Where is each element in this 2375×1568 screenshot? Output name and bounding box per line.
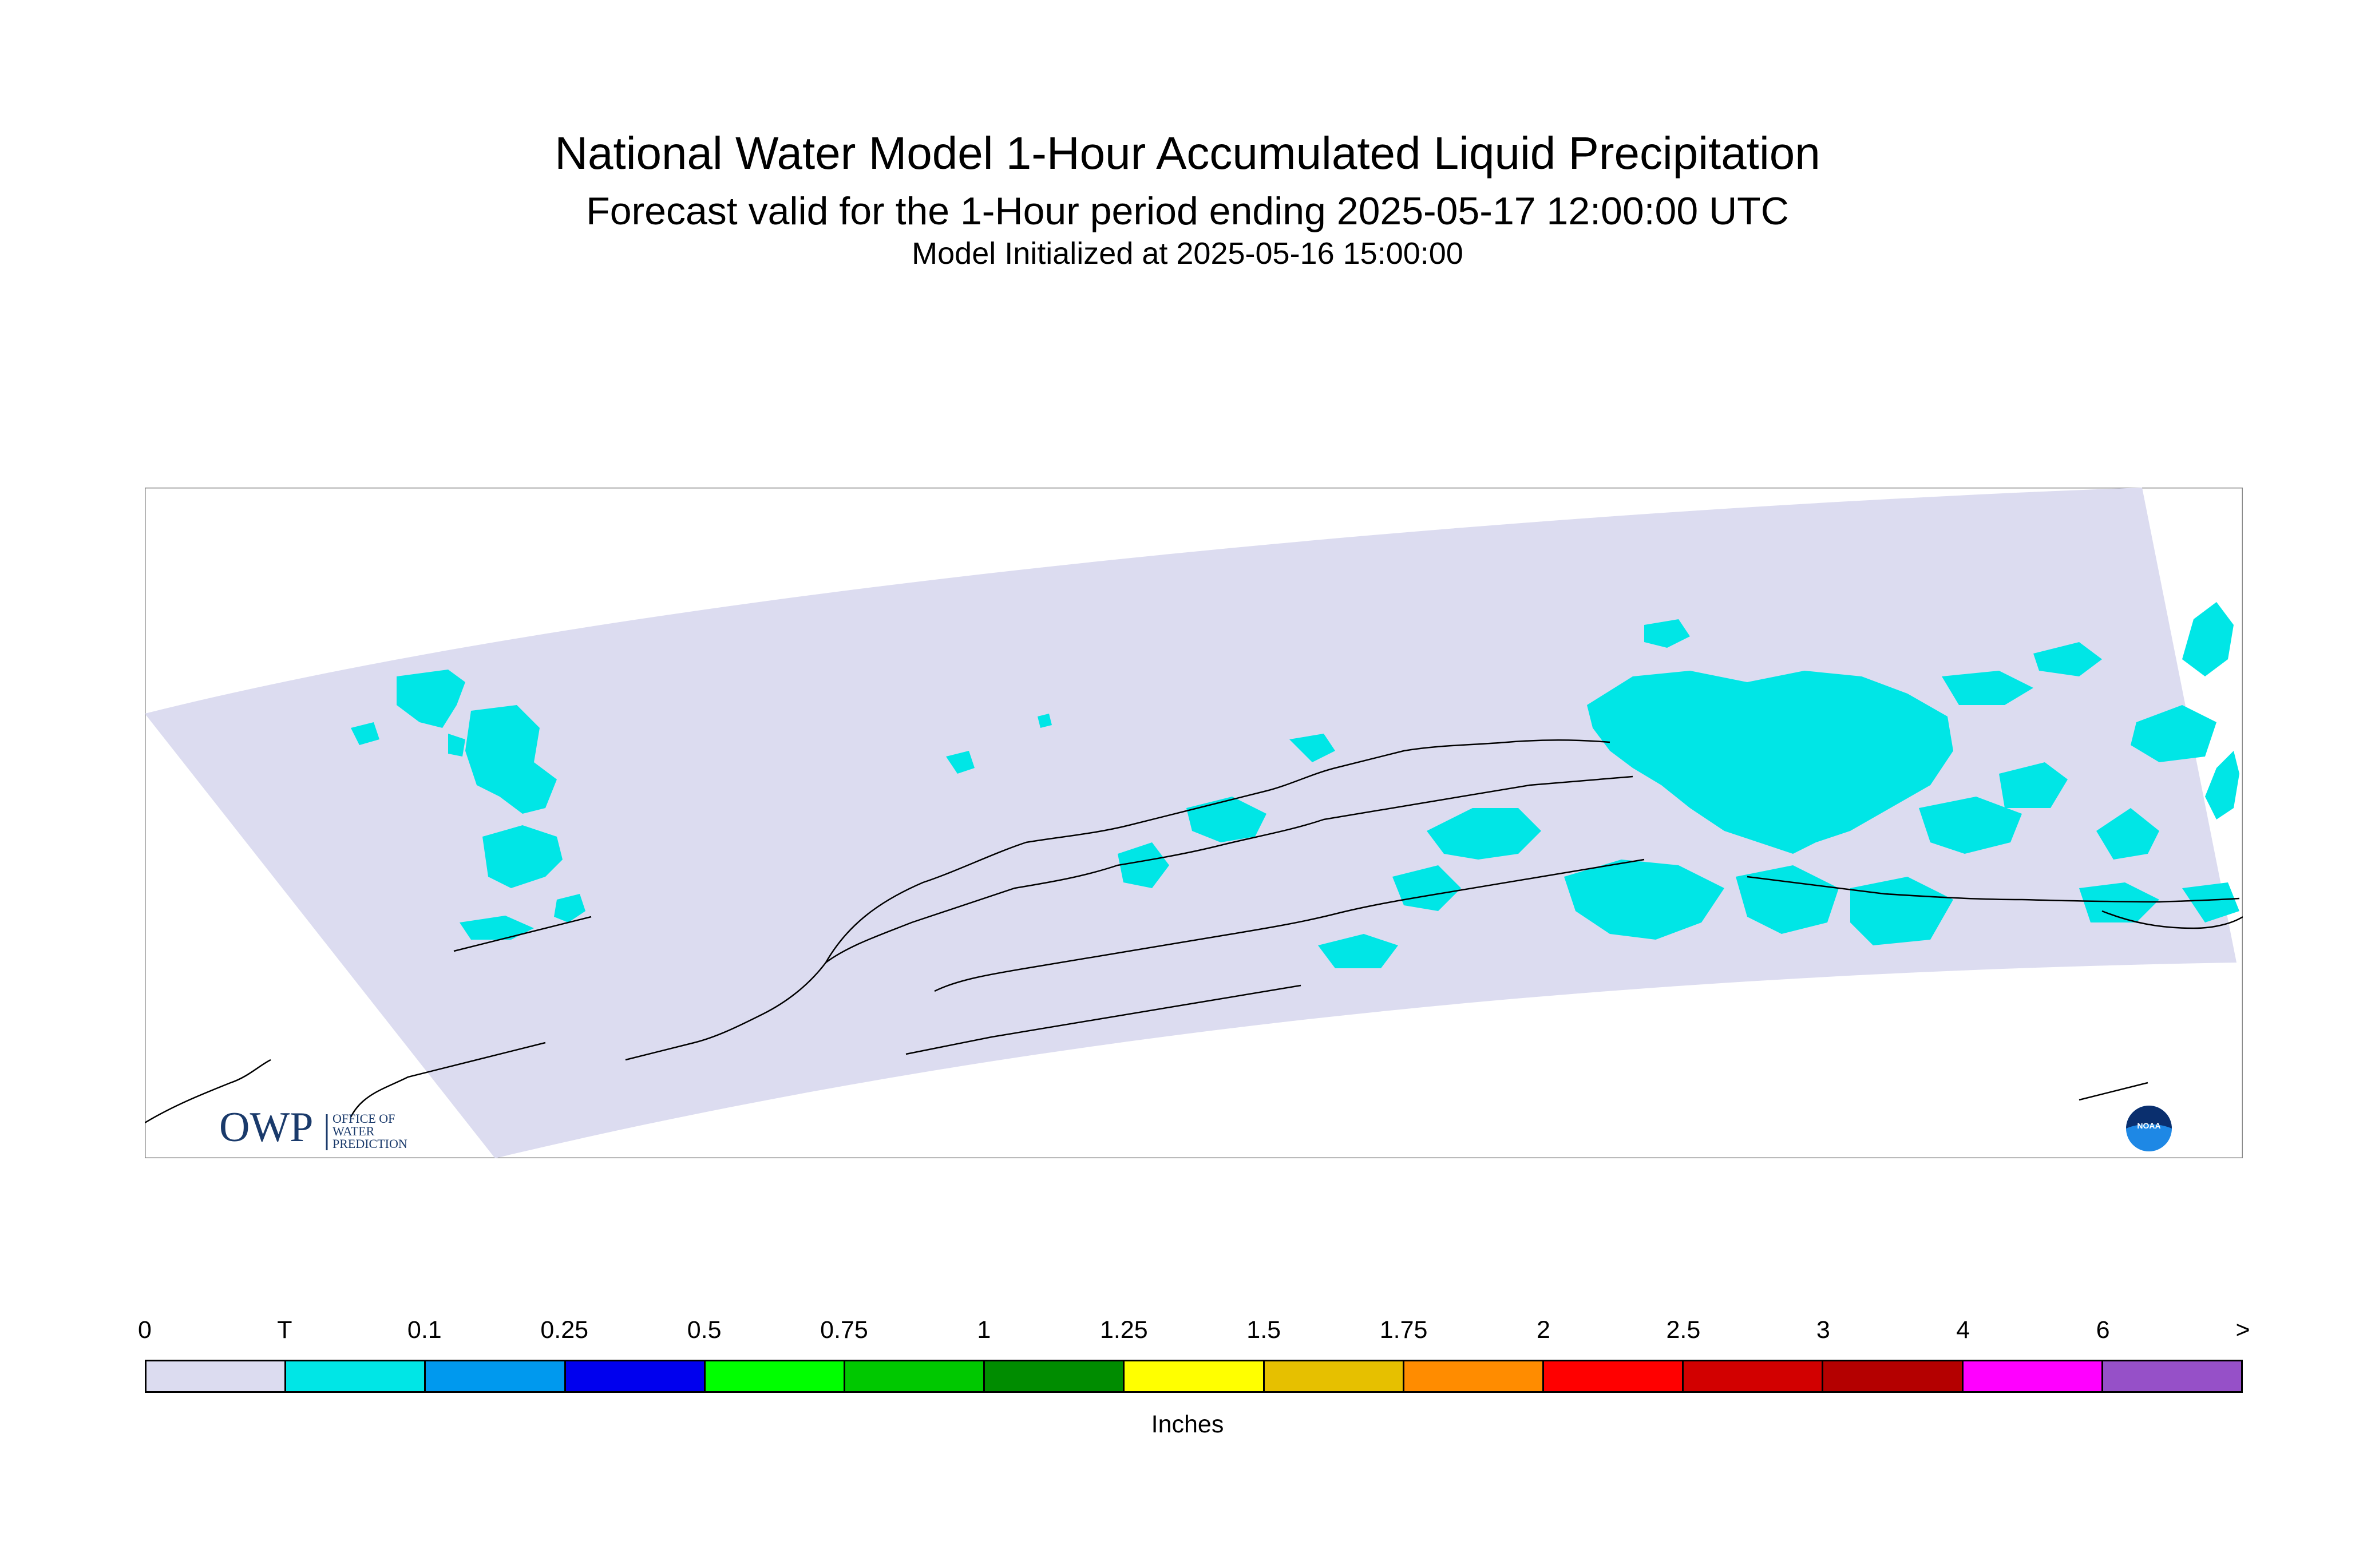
legend-color-cell [985, 1361, 1125, 1391]
legend-color-cell [1823, 1361, 1964, 1391]
model-init-line: Model Initialized at 2025-05-16 15:00:00 [912, 236, 1463, 271]
legend-color-cell [286, 1361, 426, 1391]
legend-color-cell [426, 1361, 566, 1391]
owp-logo-line-1: OFFICE OF [332, 1111, 395, 1126]
owp-logo-line-2: WATER [332, 1124, 375, 1138]
map-title: National Water Model 1-Hour Accumulated … [555, 128, 1820, 179]
owp-logo: OWP OFFICE OF WATER PREDICTION [219, 1104, 407, 1151]
owp-logo-line-3: PREDICTION [332, 1137, 407, 1151]
legend-color-cell [2103, 1361, 2242, 1391]
legend-tick-label: > [2235, 1316, 2250, 1344]
noaa-logo: NOAA [2126, 1106, 2172, 1151]
legend-tick-label: 0.1 [407, 1316, 442, 1344]
legend-tick-label: 2 [1537, 1316, 1550, 1344]
legend-tick-label: 0.25 [540, 1316, 589, 1344]
legend-color-cell [845, 1361, 985, 1391]
owp-logo-text: OWP [219, 1104, 313, 1151]
color-legend: 0 T 0.1 0.25 0.5 0.75 1 1.25 1.5 1.75 2 2.5 3 4 6 > [138, 1316, 2250, 1408]
map-subtitle: Forecast valid for the 1-Hour period end… [586, 189, 1789, 233]
legend-tick-label: 1 [977, 1316, 991, 1344]
legend-color-cell [1264, 1361, 1404, 1391]
coastline-lines [145, 739, 2243, 1124]
noaa-logo-text: NOAA [2137, 1121, 2160, 1130]
legend-color-cell [705, 1361, 846, 1391]
legend-tick-label: 0 [138, 1316, 152, 1344]
legend-tick-label: 6 [2096, 1316, 2110, 1344]
legend-color-cell [1684, 1361, 1824, 1391]
legend-tick-label: 3 [1816, 1316, 1830, 1344]
trace-precip-areas [351, 602, 2239, 968]
legend-tick-label: 0.5 [687, 1316, 722, 1344]
legend-tick-label: 1.25 [1099, 1316, 1148, 1344]
legend-tick-label: 0.75 [820, 1316, 868, 1344]
legend-tick-label: T [277, 1316, 292, 1344]
legend-color-cell [1544, 1361, 1684, 1391]
legend-color-cell [1125, 1361, 1265, 1391]
legend-color-cell [1963, 1361, 2103, 1391]
legend-tick-label: 1.5 [1246, 1316, 1281, 1344]
legend-tick-label: 1.75 [1379, 1316, 1428, 1344]
legend-tick-label: 2.5 [1666, 1316, 1701, 1344]
legend-color-cell [1404, 1361, 1545, 1391]
legend-colorbar [145, 1360, 2243, 1393]
legend-units: Inches [1151, 1411, 1224, 1438]
precipitation-map: OWP OFFICE OF WATER PREDICTION NOAA [145, 488, 2243, 1158]
legend-color-cell [565, 1361, 706, 1391]
legend-tick-label: 4 [1956, 1316, 1970, 1344]
legend-color-cell [147, 1361, 287, 1391]
